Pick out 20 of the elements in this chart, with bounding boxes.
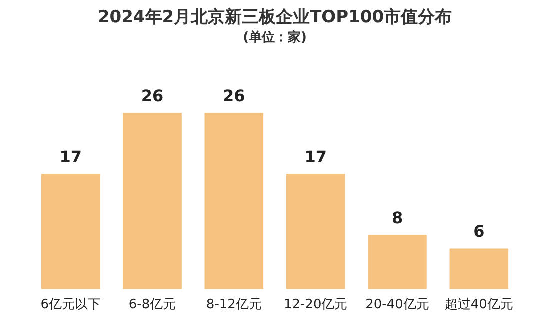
- x-tick-label: 12-20亿元: [284, 298, 348, 313]
- data-label: 26: [141, 86, 164, 106]
- chart-title: 2024年2月北京新三板企业TOP100市值分布: [98, 8, 452, 28]
- bar: [286, 174, 346, 290]
- x-tick-label: 20-40亿元: [366, 298, 430, 313]
- data-label: 17: [304, 147, 327, 166]
- data-label: 26: [223, 86, 246, 106]
- bar: [450, 248, 509, 290]
- bar: [204, 113, 264, 290]
- bar: [123, 113, 182, 290]
- x-tick-label: 6亿元以下: [40, 298, 101, 313]
- data-label: 8: [392, 208, 404, 228]
- x-tick-label: 8-12亿元: [206, 298, 262, 313]
- x-tick-label: 超过40亿元: [444, 298, 514, 313]
- data-label: 17: [60, 147, 82, 166]
- chart-subtitle: (单位：家): [243, 30, 307, 46]
- bar: [41, 174, 100, 290]
- data-label: 6: [474, 222, 485, 241]
- bar: [368, 235, 427, 290]
- x-tick-label: 6-8亿元: [128, 298, 176, 313]
